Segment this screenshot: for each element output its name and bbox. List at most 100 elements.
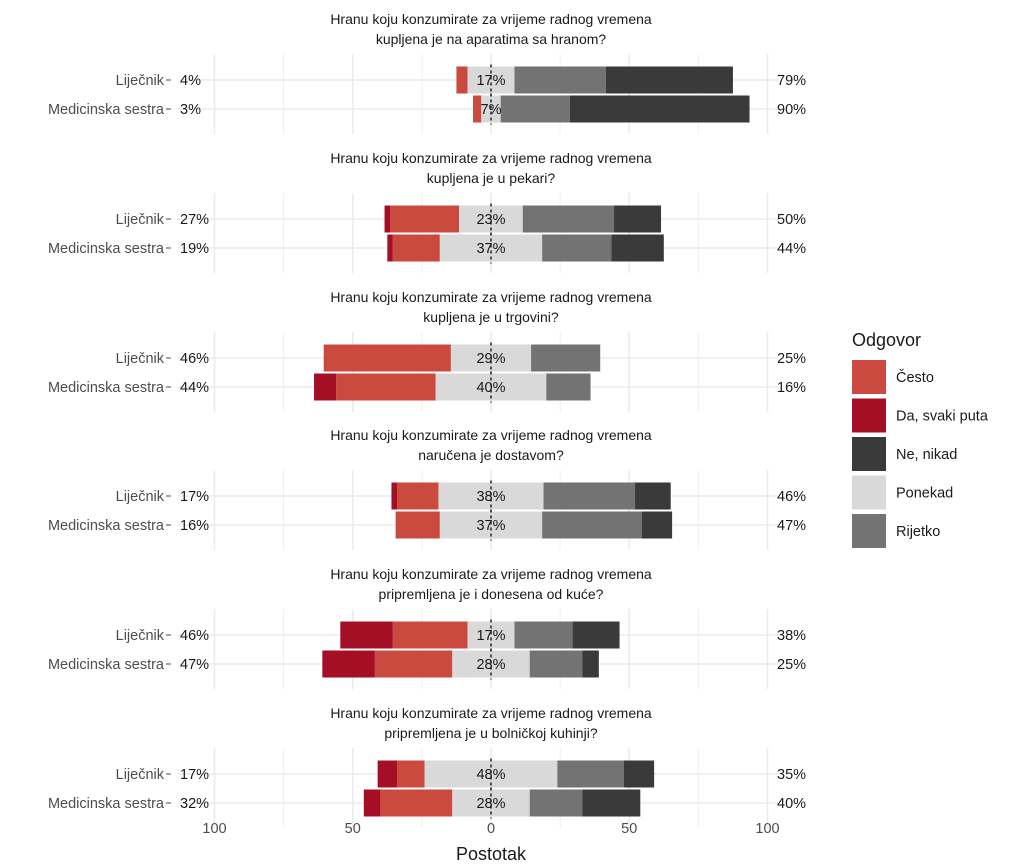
left-percent-label: 17% — [180, 489, 209, 505]
legend-label: Da, svaki puta — [896, 409, 989, 425]
x-tick-label: 100 — [755, 821, 779, 837]
panel-title: Hranu koju konzumirate za vrijeme radnog… — [330, 566, 652, 582]
row-label-group: Liječnik — [116, 628, 165, 644]
right-percent-label: 90% — [777, 102, 806, 118]
center-percent-label: 29% — [476, 351, 505, 367]
bar-cesto — [396, 760, 425, 788]
legend-label: Ponekad — [896, 486, 953, 502]
left-percent-label: 3% — [180, 102, 201, 118]
bar-da-svaki-puta — [387, 234, 393, 262]
row-label-group: Liječnik — [116, 489, 165, 505]
row-label-group: Liječnik — [116, 767, 165, 783]
left-percent-label: 19% — [180, 241, 209, 257]
panel-title: Hranu koju konzumirate za vrijeme radnog… — [330, 150, 652, 166]
bar-ne-nikad — [634, 482, 671, 510]
legend-label: Ne, nikad — [896, 447, 957, 463]
x-tick-label: 100 — [202, 821, 226, 837]
right-percent-label: 25% — [777, 351, 806, 367]
left-percent-label: 17% — [180, 767, 209, 783]
bar-da-svaki-puta — [340, 621, 393, 649]
legend-label: Često — [896, 369, 934, 386]
center-percent-label: 40% — [476, 380, 505, 396]
right-percent-label: 35% — [777, 767, 806, 783]
legend-key — [852, 514, 886, 548]
row-label-group: Liječnik — [116, 73, 165, 89]
center-percent-label: 23% — [476, 212, 505, 228]
bar-rijetko — [531, 344, 601, 372]
right-percent-label: 38% — [777, 628, 806, 644]
bar-cesto — [374, 650, 453, 678]
x-tick-label: 50 — [621, 821, 637, 837]
bar-cesto — [323, 344, 451, 372]
bar-rijetko — [557, 760, 624, 788]
center-percent-label: 37% — [476, 241, 505, 257]
bar-da-svaki-puta — [314, 373, 337, 401]
panel-title: pripremljena je i donesena od kuće? — [379, 586, 604, 602]
bar-ne-nikad — [582, 650, 599, 678]
bar-rijetko — [542, 511, 642, 539]
legend-key — [852, 360, 886, 394]
bar-cesto — [456, 66, 468, 94]
legend-key — [852, 437, 886, 471]
left-percent-label: 27% — [180, 212, 209, 228]
bar-rijetko — [500, 95, 570, 123]
center-percent-label: 7% — [481, 102, 502, 118]
bar-ne-nikad — [623, 760, 655, 788]
x-axis-title: Postotak — [456, 844, 527, 864]
row-label-group: Liječnik — [116, 351, 165, 367]
bar-cesto — [390, 205, 460, 233]
center-percent-label: 48% — [476, 767, 505, 783]
panel-title: Hranu koju konzumirate za vrijeme radnog… — [330, 289, 652, 305]
row-label-group: Medicinska sestra — [48, 657, 165, 673]
bar-rijetko — [546, 373, 591, 401]
bar-ponekad — [481, 95, 501, 123]
bar-ne-nikad — [572, 621, 620, 649]
panel-title: Hranu koju konzumirate za vrijeme radnog… — [330, 705, 652, 721]
left-percent-label: 46% — [180, 351, 209, 367]
panel-title: kupljena je na aparatima sa hranom? — [376, 31, 607, 47]
center-percent-label: 28% — [476, 657, 505, 673]
right-percent-label: 50% — [777, 212, 806, 228]
row-label-group: Medicinska sestra — [48, 796, 165, 812]
legend-label: Rijetko — [896, 524, 940, 540]
right-percent-label: 79% — [777, 73, 806, 89]
legend-key — [852, 398, 886, 433]
row-label-group: Medicinska sestra — [48, 518, 165, 534]
x-tick-label: 50 — [345, 821, 361, 837]
bar-ne-nikad — [611, 234, 664, 262]
right-percent-label: 40% — [777, 796, 806, 812]
bar-ne-nikad — [569, 95, 750, 123]
right-percent-label: 25% — [777, 657, 806, 673]
left-percent-label: 44% — [180, 380, 209, 396]
left-percent-label: 47% — [180, 657, 209, 673]
legend-key — [852, 475, 886, 510]
bar-cesto — [380, 789, 453, 817]
bar-rijetko — [542, 234, 612, 262]
bar-rijetko — [543, 482, 635, 510]
right-percent-label: 47% — [777, 518, 806, 534]
bar-cesto — [392, 234, 440, 262]
panel-title: Hranu koju konzumirate za vrijeme radnog… — [330, 11, 652, 27]
row-label-group: Medicinska sestra — [48, 241, 165, 257]
bar-rijetko — [514, 66, 606, 94]
bar-cesto — [336, 373, 436, 401]
bar-cesto — [392, 621, 468, 649]
row-label-group: Liječnik — [116, 212, 165, 228]
left-percent-label: 32% — [180, 796, 209, 812]
bar-da-svaki-puta — [384, 205, 391, 233]
bar-ne-nikad — [582, 789, 641, 817]
bar-da-svaki-puta — [391, 482, 397, 510]
bar-cesto — [396, 482, 439, 510]
center-percent-label: 28% — [476, 796, 505, 812]
panel-title: pripremljena je u bolničkoj kuhinji? — [384, 725, 597, 741]
left-percent-label: 16% — [180, 518, 209, 534]
center-percent-label: 17% — [476, 628, 505, 644]
bar-rijetko — [529, 789, 583, 817]
bar-ne-nikad — [641, 511, 673, 539]
row-label-group: Medicinska sestra — [48, 102, 165, 118]
right-percent-label: 44% — [777, 241, 806, 257]
right-percent-label: 16% — [777, 380, 806, 396]
bar-da-svaki-puta — [377, 760, 397, 788]
bar-da-svaki-puta — [363, 789, 381, 817]
